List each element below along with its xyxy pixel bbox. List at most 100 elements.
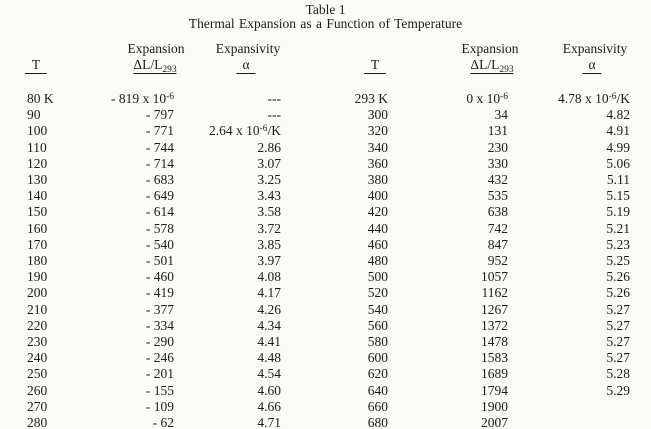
table-cell: 270 bbox=[27, 398, 48, 414]
table-cell: 1057 bbox=[481, 269, 508, 285]
table-cell: - 201 bbox=[145, 366, 174, 382]
table-cell: 34 bbox=[494, 107, 509, 123]
table-cell: - 501 bbox=[145, 253, 174, 269]
table-cell: 4.54 bbox=[257, 366, 281, 382]
table-cell: 3.25 bbox=[257, 172, 281, 188]
table-cell: 400 bbox=[367, 188, 388, 204]
table-cell: 260 bbox=[27, 382, 48, 398]
table-cell bbox=[512, 415, 633, 429]
table-cell: - 62 bbox=[152, 415, 174, 429]
table-cell: 5.26 bbox=[606, 269, 630, 285]
table-cell: 5.15 bbox=[606, 188, 630, 204]
table-cell: - 377 bbox=[145, 301, 174, 317]
table-row: 270 - 109 4.66 660 1900 bbox=[0, 399, 633, 415]
table-cell: - 460 bbox=[145, 269, 174, 285]
table-cell: 3.07 bbox=[257, 155, 281, 171]
table-cell: 4.17 bbox=[257, 285, 281, 301]
table-cell: - 714 bbox=[145, 155, 174, 171]
table-cell: 5.11 bbox=[606, 172, 630, 188]
table-cell: 640 bbox=[367, 382, 388, 398]
table-cell: 4.66 bbox=[257, 398, 281, 414]
table-cell: - 744 bbox=[145, 139, 174, 155]
table-row: 220 - 334 4.34 560 1372 5.27 bbox=[0, 318, 633, 334]
table-row: 210 - 377 4.26 540 1267 5.27 bbox=[0, 302, 633, 318]
column-header-alpha-right: α bbox=[582, 57, 602, 74]
table-cell: 480 bbox=[367, 253, 388, 269]
table-cell: 4.48 bbox=[257, 350, 281, 366]
table-cell: 5.19 bbox=[606, 204, 630, 220]
table-cell: 280 bbox=[27, 415, 48, 429]
table-cell: 1162 bbox=[481, 285, 509, 301]
table-cell: 4.60 bbox=[257, 382, 281, 398]
table-row: 280 - 62 4.71 680 2007 bbox=[0, 415, 633, 429]
table-row: 130 - 683 3.25 380 432 5.11 bbox=[0, 172, 633, 188]
table-cell: 540 bbox=[367, 301, 388, 317]
table-cell: 432 bbox=[487, 172, 508, 188]
table-cell: 90 bbox=[27, 107, 41, 123]
table-cell: - 290 bbox=[145, 334, 174, 350]
table-cell: 2007 bbox=[481, 415, 508, 429]
table-cell: - 109 bbox=[145, 398, 174, 414]
table-cell: 5.06 bbox=[606, 155, 630, 171]
column-header-expansivity-left: Expansivity bbox=[215, 41, 281, 56]
table-cell: 180 bbox=[27, 253, 48, 269]
table-cell: 3.43 bbox=[257, 188, 281, 204]
table-cell: 3.58 bbox=[257, 204, 281, 220]
table-cell: 560 bbox=[367, 317, 388, 333]
table-cell: 160 bbox=[27, 220, 48, 236]
table-cell: 300 bbox=[367, 107, 388, 123]
table-cell: - 649 bbox=[145, 188, 174, 204]
table-cell: 3.97 bbox=[257, 253, 281, 269]
table-cell: 4.08 bbox=[257, 269, 281, 285]
table-cell: 4.91 bbox=[606, 123, 630, 139]
table-cell: 4.34 bbox=[257, 317, 281, 333]
column-header-alpha-left: α bbox=[236, 57, 256, 74]
table-cell bbox=[512, 399, 633, 415]
column-header-dl-ratio-right: ΔL/L293 bbox=[470, 57, 514, 75]
table-cell: 4.41 bbox=[257, 334, 281, 350]
table-cell: 3.85 bbox=[257, 236, 281, 252]
table-row: 110 - 744 2.86 340 230 4.99 bbox=[0, 140, 633, 156]
table-cell: 293 K bbox=[354, 91, 388, 106]
table-cell: 660 bbox=[367, 398, 388, 414]
table-cell: 520 bbox=[367, 285, 388, 301]
table-cell: 220 bbox=[27, 317, 48, 333]
table-cell: 580 bbox=[367, 334, 388, 350]
table-row: 80 K - 819 x 10-6 --- 293 K 0 x 10-6 4.78 x 1… bbox=[0, 91, 633, 107]
table-cell: 5.25 bbox=[606, 253, 630, 269]
table-cell: 742 bbox=[487, 220, 508, 236]
column-header-expansivity-right: Expansivity bbox=[562, 41, 628, 56]
column-header-dl-ratio-left: ΔL/L293 bbox=[133, 57, 177, 75]
table-cell: 5.28 bbox=[606, 366, 630, 382]
table-cell: - 155 bbox=[145, 382, 174, 398]
table-cell: 847 bbox=[487, 236, 508, 252]
column-header-temperature-left: T bbox=[24, 57, 48, 74]
table-cell: 190 bbox=[27, 269, 48, 285]
table-cell: 4.82 bbox=[606, 107, 630, 123]
table-cell: - 578 bbox=[145, 220, 174, 236]
table-cell: 5.29 bbox=[606, 382, 630, 398]
table-cell: - 540 bbox=[145, 236, 174, 252]
table-cell: 638 bbox=[487, 204, 508, 220]
table-cell: 5.21 bbox=[606, 220, 630, 236]
table-cell: 320 bbox=[367, 123, 388, 139]
thermal-expansion-table: 80 K - 819 x 10-6 --- 293 K 0 x 10-6 4.78 x 1… bbox=[0, 91, 633, 429]
table-cell: 2.64 x 10-6/K bbox=[208, 123, 281, 139]
table-cell: 1900 bbox=[481, 398, 508, 414]
table-row: 190 - 460 4.08 500 1057 5.26 bbox=[0, 269, 633, 285]
table-cell: 500 bbox=[367, 269, 388, 285]
table-cell: 4.26 bbox=[257, 301, 281, 317]
table-cell: 210 bbox=[27, 301, 48, 317]
table-row: 170 - 540 3.85 460 847 5.23 bbox=[0, 237, 633, 253]
table-row: 230 - 290 4.41 580 1478 5.27 bbox=[0, 334, 633, 350]
table-row: 200 - 419 4.17 520 1162 5.26 bbox=[0, 285, 633, 301]
table-row: 120 - 714 3.07 360 330 5.06 bbox=[0, 156, 633, 172]
table-cell: 1794 bbox=[481, 382, 508, 398]
column-header-expansion-left: Expansion bbox=[127, 41, 185, 56]
table-cell: - 819 x 10-6 bbox=[110, 91, 174, 106]
table-cell: 130 bbox=[27, 172, 48, 188]
table-cell: - 797 bbox=[145, 107, 174, 123]
table-cell: 200 bbox=[27, 285, 48, 301]
table-caption: Thermal Expansion as a Function of Tempe… bbox=[188, 16, 463, 31]
